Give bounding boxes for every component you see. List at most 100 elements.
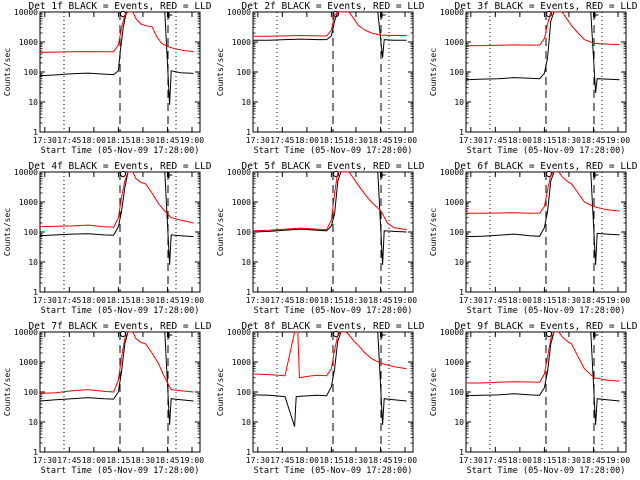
top-marker-o bbox=[119, 170, 127, 178]
panel-1: Det 1f BLACK = Events, RED = LLD 1 10 100 10… bbox=[3, 1, 212, 156]
lld-series-line bbox=[466, 12, 620, 47]
x-tick-label: 18:00 bbox=[82, 296, 106, 305]
panel-8: Det 8f BLACK = Events, RED = LLD 1 10 100 10… bbox=[216, 321, 425, 476]
x-tick-label: 17:45 bbox=[270, 136, 294, 145]
x-tick-label: 18:15 bbox=[319, 456, 343, 465]
x-tick-label: 18:15 bbox=[319, 296, 343, 305]
events-series-line bbox=[253, 12, 407, 58]
y-tick-label: 1000 bbox=[232, 358, 251, 367]
x-tick-label: 18:15 bbox=[532, 136, 556, 145]
panel-title: Det 6f BLACK = Events, RED = LLD bbox=[454, 161, 637, 172]
x-tick-label: 18:00 bbox=[295, 136, 319, 145]
panel-title: Det 7f BLACK = Events, RED = LLD bbox=[28, 321, 211, 332]
x-tick-label: 18:45 bbox=[155, 136, 179, 145]
y-tick-label: 1 bbox=[33, 288, 38, 297]
lld-series-line bbox=[40, 332, 194, 394]
x-tick-label: 18:00 bbox=[82, 456, 106, 465]
y-tick-label: 100 bbox=[450, 68, 465, 77]
x-tick-label: 17:30 bbox=[246, 296, 270, 305]
lld-series-line bbox=[253, 172, 407, 232]
top-marker-o bbox=[119, 330, 127, 338]
panel-9: Det 9f BLACK = Events, RED = LLD 1 10 100 10… bbox=[429, 321, 638, 476]
y-tick-label: 1 bbox=[33, 128, 38, 137]
x-tick-label: 18:15 bbox=[106, 136, 130, 145]
lld-series-line bbox=[253, 12, 407, 37]
x-tick-label: 18:30 bbox=[344, 456, 368, 465]
panel-4: Det 4f BLACK = Events, RED = LLD 1 10 100 10… bbox=[3, 161, 212, 316]
x-tick-label: 18:15 bbox=[532, 456, 556, 465]
x-tick-label: 18:00 bbox=[295, 296, 319, 305]
events-series-line bbox=[40, 332, 194, 425]
y-tick-label: 1000 bbox=[232, 198, 251, 207]
y-tick-label: 10 bbox=[454, 418, 464, 427]
y-tick-label: 1 bbox=[246, 288, 251, 297]
y-tick-label: 10000 bbox=[14, 168, 38, 177]
events-series-line bbox=[466, 12, 620, 94]
top-marker-f bbox=[381, 331, 387, 338]
x-axis-label: Start Time (05-Nov-09 17:28:00) bbox=[41, 466, 200, 476]
x-tick-label: 18:30 bbox=[131, 296, 155, 305]
events-series-line bbox=[466, 172, 620, 265]
x-tick-label: 17:30 bbox=[459, 296, 483, 305]
x-tick-label: 17:45 bbox=[483, 136, 507, 145]
y-axis-label: Counts/sec bbox=[429, 368, 438, 416]
x-tick-label: 17:45 bbox=[270, 456, 294, 465]
top-marker-o bbox=[545, 330, 553, 338]
x-tick-label: 17:45 bbox=[483, 296, 507, 305]
x-tick-label: 18:45 bbox=[155, 456, 179, 465]
y-tick-label: 100 bbox=[237, 68, 252, 77]
panel-title: Det 8f BLACK = Events, RED = LLD bbox=[241, 321, 424, 332]
events-series-line bbox=[40, 12, 194, 105]
events-series-line bbox=[466, 332, 620, 425]
panel-title: Det 3f BLACK = Events, RED = LLD bbox=[454, 1, 637, 12]
lld-series-line bbox=[40, 12, 194, 53]
x-tick-label: 18:30 bbox=[131, 136, 155, 145]
y-axis-label: Counts/sec bbox=[3, 48, 12, 96]
panel-title: Det 1f BLACK = Events, RED = LLD bbox=[28, 1, 211, 12]
x-tick-label: 18:15 bbox=[319, 136, 343, 145]
x-tick-label: 17:30 bbox=[246, 136, 270, 145]
y-tick-label: 100 bbox=[24, 228, 39, 237]
x-tick-label: 18:00 bbox=[508, 456, 532, 465]
x-tick-label: 18:30 bbox=[557, 296, 581, 305]
panel-6: Det 6f BLACK = Events, RED = LLD 1 10 100 10… bbox=[429, 161, 638, 316]
y-tick-label: 10 bbox=[28, 418, 38, 427]
x-axis-label: Start Time (05-Nov-09 17:28:00) bbox=[41, 306, 200, 316]
y-tick-label: 100 bbox=[24, 68, 39, 77]
y-tick-label: 1 bbox=[246, 448, 251, 457]
x-axis-label: Start Time (05-Nov-09 17:28:00) bbox=[254, 306, 413, 316]
y-tick-label: 1000 bbox=[232, 38, 251, 47]
x-tick-label: 17:45 bbox=[270, 296, 294, 305]
x-tick-label: 18:00 bbox=[508, 136, 532, 145]
x-tick-label: 19:00 bbox=[606, 456, 630, 465]
panel-2: Det 2f BLACK = Events, RED = LLD 1 10 100 10… bbox=[216, 1, 425, 156]
events-series-line bbox=[40, 172, 194, 265]
y-axis-label: Counts/sec bbox=[429, 208, 438, 256]
x-tick-label: 18:45 bbox=[155, 296, 179, 305]
panel-title: Det 5f BLACK = Events, RED = LLD bbox=[241, 161, 424, 172]
x-tick-label: 17:30 bbox=[33, 136, 57, 145]
x-tick-label: 17:30 bbox=[246, 456, 270, 465]
x-tick-label: 18:00 bbox=[508, 296, 532, 305]
y-tick-label: 100 bbox=[24, 388, 39, 397]
y-tick-label: 10000 bbox=[14, 8, 38, 17]
y-tick-label: 1 bbox=[33, 448, 38, 457]
y-tick-label: 1 bbox=[459, 128, 464, 137]
lld-series-line bbox=[466, 172, 620, 214]
x-tick-label: 19:00 bbox=[606, 136, 630, 145]
y-axis-label: Counts/sec bbox=[216, 48, 225, 96]
top-marker-f bbox=[381, 171, 387, 178]
x-tick-label: 18:45 bbox=[581, 456, 605, 465]
y-tick-label: 1000 bbox=[445, 358, 464, 367]
y-tick-label: 100 bbox=[450, 388, 465, 397]
top-marker-f bbox=[594, 331, 600, 338]
x-axis-label: Start Time (05-Nov-09 17:28:00) bbox=[467, 466, 626, 476]
x-tick-label: 19:00 bbox=[393, 296, 417, 305]
lld-series-line bbox=[40, 172, 194, 228]
top-marker-f bbox=[168, 11, 174, 18]
x-tick-label: 19:00 bbox=[393, 456, 417, 465]
y-tick-label: 10000 bbox=[227, 168, 251, 177]
y-tick-label: 10000 bbox=[440, 168, 464, 177]
y-tick-label: 1 bbox=[459, 288, 464, 297]
